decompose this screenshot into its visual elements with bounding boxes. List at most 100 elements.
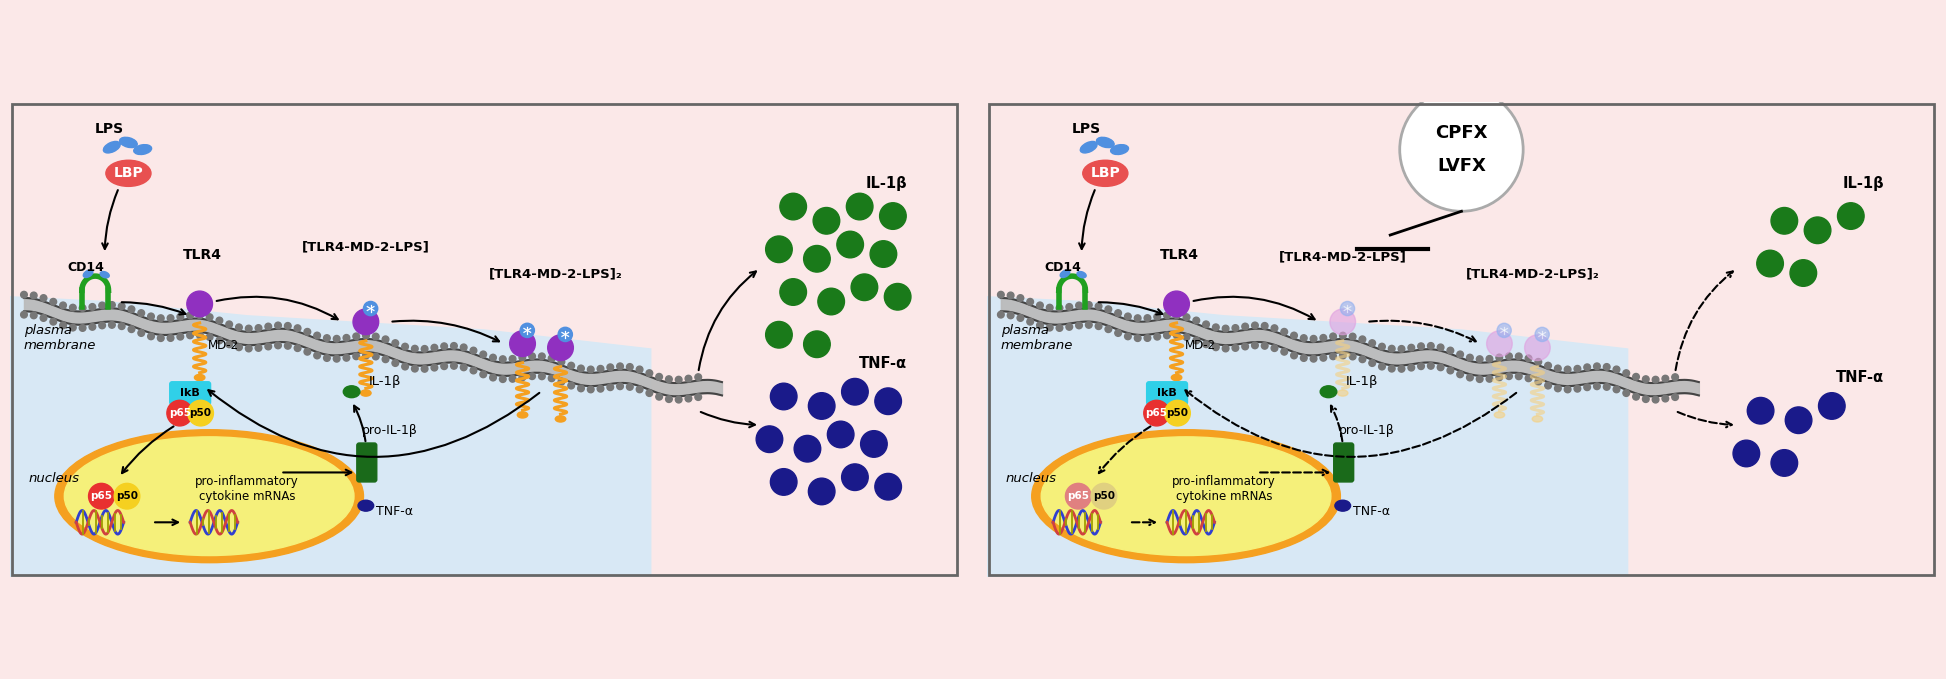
Circle shape — [313, 332, 321, 339]
Circle shape — [1409, 365, 1415, 371]
Circle shape — [771, 383, 798, 409]
Circle shape — [401, 344, 409, 350]
Circle shape — [99, 302, 105, 309]
Circle shape — [1652, 397, 1658, 403]
Circle shape — [1144, 315, 1150, 321]
Circle shape — [1419, 363, 1424, 369]
Circle shape — [666, 396, 671, 403]
Text: CPFX: CPFX — [1436, 124, 1487, 142]
Circle shape — [808, 478, 835, 504]
Ellipse shape — [1337, 390, 1349, 396]
Circle shape — [1232, 325, 1240, 331]
Circle shape — [1290, 352, 1298, 359]
Circle shape — [1261, 342, 1269, 349]
Circle shape — [1319, 335, 1327, 341]
Circle shape — [1535, 378, 1541, 385]
Circle shape — [500, 375, 506, 382]
Circle shape — [1672, 374, 1679, 380]
Circle shape — [1183, 334, 1189, 340]
Circle shape — [1467, 374, 1473, 381]
Text: LPS: LPS — [1072, 122, 1101, 136]
Circle shape — [411, 346, 418, 352]
Circle shape — [1242, 343, 1249, 350]
Circle shape — [265, 343, 272, 350]
Circle shape — [471, 347, 477, 354]
Circle shape — [1086, 301, 1092, 308]
Circle shape — [695, 374, 703, 380]
Ellipse shape — [99, 272, 109, 278]
Circle shape — [547, 335, 574, 361]
Circle shape — [216, 337, 222, 344]
Circle shape — [1818, 392, 1845, 419]
Circle shape — [1290, 332, 1298, 339]
Text: p65: p65 — [169, 408, 191, 418]
Circle shape — [656, 393, 662, 400]
Circle shape — [1164, 401, 1191, 426]
Circle shape — [1545, 363, 1551, 369]
Ellipse shape — [1111, 145, 1129, 155]
Circle shape — [1183, 314, 1189, 320]
Text: TNF-α: TNF-α — [376, 505, 413, 518]
FancyBboxPatch shape — [1146, 382, 1187, 405]
Text: CD14: CD14 — [68, 261, 105, 274]
Ellipse shape — [105, 160, 152, 186]
Circle shape — [481, 351, 486, 358]
Circle shape — [559, 327, 572, 342]
Circle shape — [352, 333, 360, 340]
Circle shape — [1222, 345, 1230, 352]
Circle shape — [1526, 375, 1532, 382]
Circle shape — [1516, 353, 1522, 360]
Text: TNF-α: TNF-α — [1352, 505, 1389, 518]
Circle shape — [1203, 341, 1208, 348]
Circle shape — [998, 312, 1004, 318]
Circle shape — [1613, 366, 1619, 373]
Circle shape — [520, 374, 525, 381]
Circle shape — [1092, 483, 1117, 509]
Ellipse shape — [360, 390, 372, 396]
Circle shape — [1448, 347, 1454, 354]
Circle shape — [1438, 344, 1444, 351]
Circle shape — [1419, 343, 1424, 350]
Circle shape — [578, 365, 584, 372]
Text: TNF-α: TNF-α — [858, 356, 907, 371]
Circle shape — [876, 473, 901, 500]
Circle shape — [817, 288, 845, 315]
Circle shape — [850, 274, 878, 301]
Circle shape — [1516, 373, 1522, 380]
Text: TLR4: TLR4 — [1160, 248, 1199, 262]
Circle shape — [461, 344, 467, 351]
Circle shape — [1193, 337, 1199, 344]
Circle shape — [177, 314, 183, 320]
Circle shape — [1271, 325, 1279, 331]
Circle shape — [187, 291, 212, 316]
Circle shape — [1261, 323, 1269, 329]
Circle shape — [1096, 303, 1101, 310]
Circle shape — [1487, 356, 1493, 362]
Circle shape — [1771, 449, 1798, 476]
Circle shape — [21, 291, 27, 298]
Circle shape — [216, 317, 222, 324]
Circle shape — [1642, 396, 1648, 403]
Circle shape — [442, 343, 448, 350]
Circle shape — [333, 335, 341, 342]
Circle shape — [1251, 342, 1259, 349]
Circle shape — [1164, 312, 1170, 318]
Circle shape — [1086, 322, 1092, 328]
Circle shape — [617, 383, 623, 390]
Circle shape — [765, 236, 792, 263]
Ellipse shape — [1061, 270, 1070, 278]
Circle shape — [80, 325, 86, 331]
Circle shape — [294, 325, 302, 331]
Circle shape — [675, 376, 681, 383]
Circle shape — [432, 344, 438, 351]
Circle shape — [362, 352, 370, 359]
Circle shape — [206, 334, 212, 340]
Circle shape — [342, 335, 350, 341]
Circle shape — [656, 373, 662, 380]
Circle shape — [1319, 354, 1327, 361]
Circle shape — [490, 354, 496, 361]
Circle shape — [1310, 335, 1317, 342]
Circle shape — [510, 331, 535, 356]
Circle shape — [510, 375, 516, 382]
Circle shape — [1748, 397, 1775, 424]
